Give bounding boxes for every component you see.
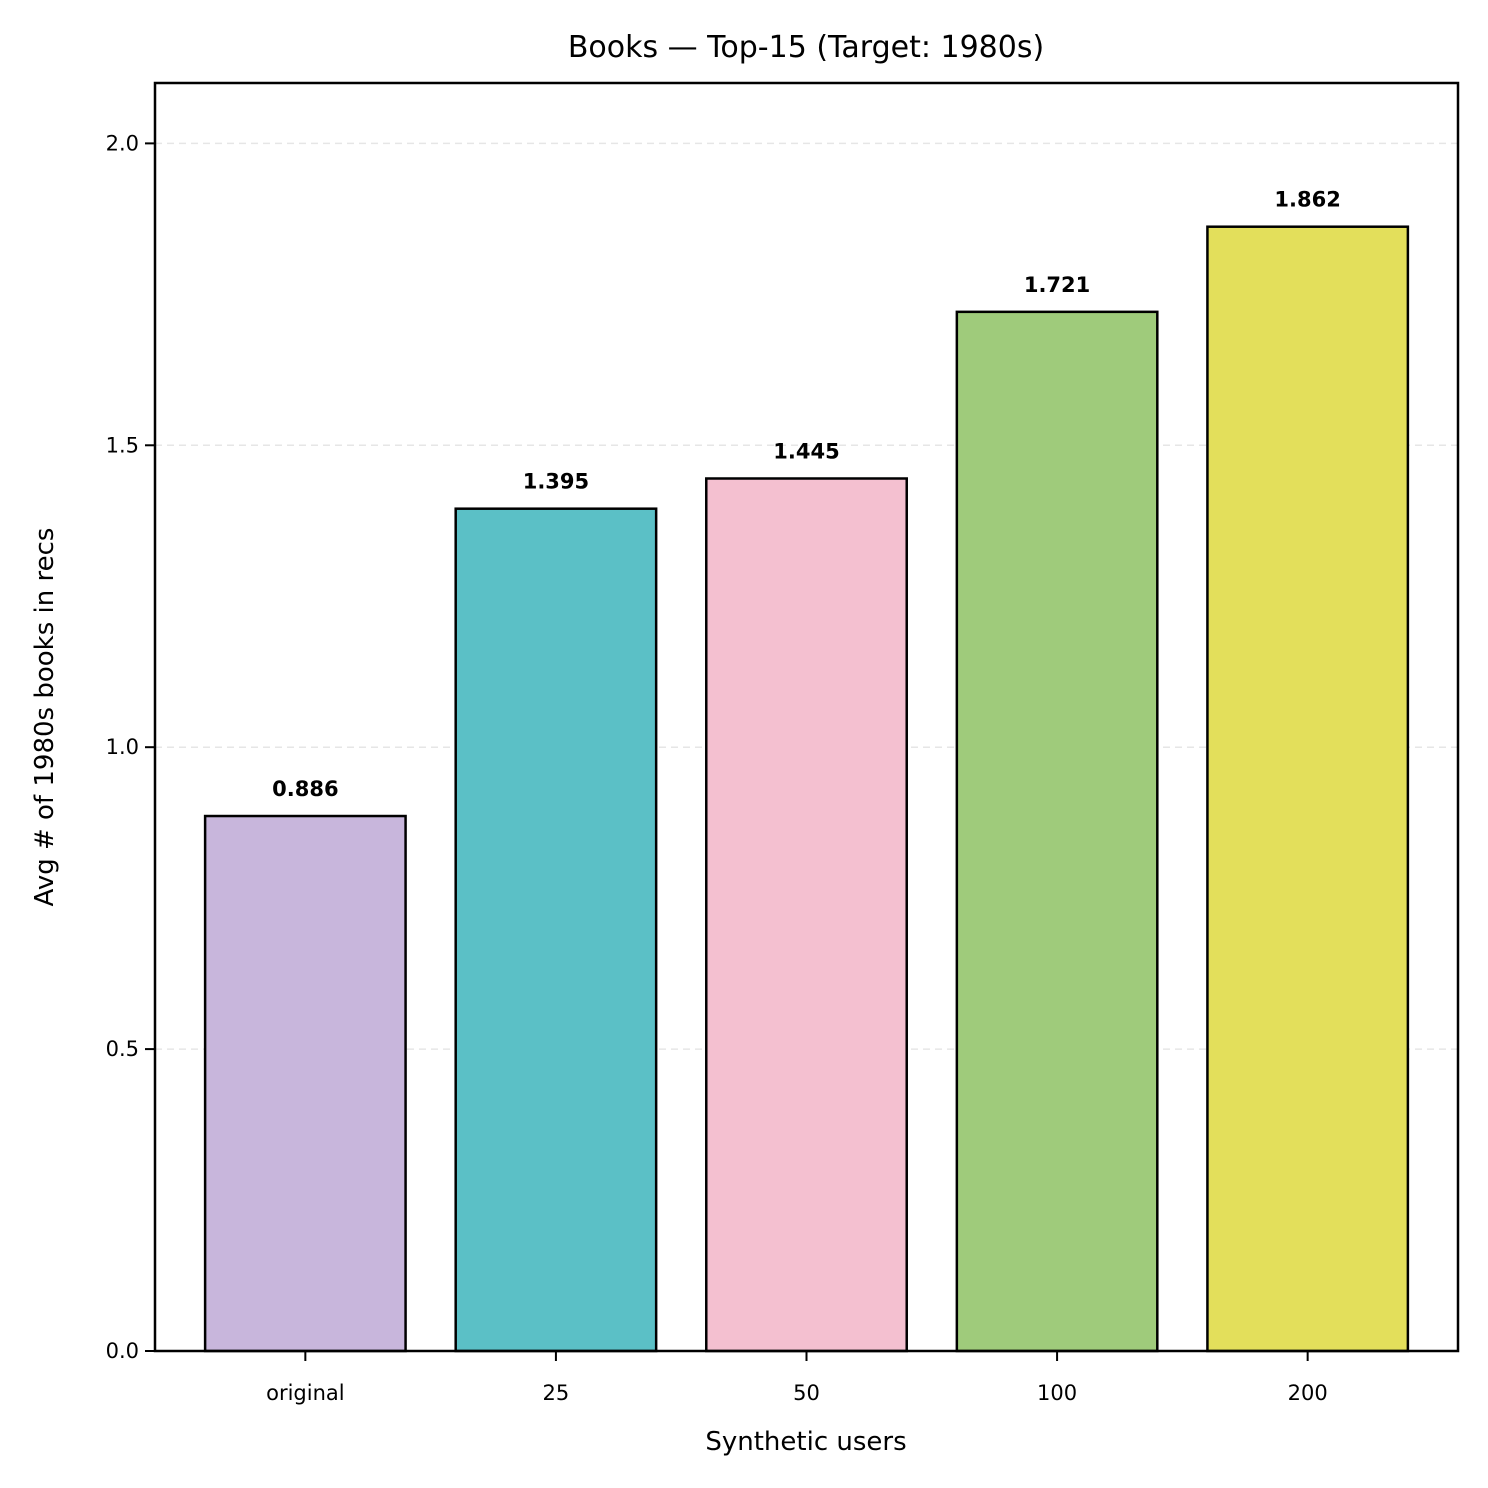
x-tick-label: 25	[543, 1381, 570, 1405]
x-axis-label: Synthetic users	[705, 1427, 906, 1457]
x-tick-label: 50	[793, 1381, 820, 1405]
x-tick-label: 100	[1037, 1381, 1077, 1405]
y-tick-label: 0.5	[106, 1037, 139, 1061]
bar-200	[1206, 225, 1410, 1353]
value-label: 1.862	[1274, 188, 1340, 212]
bars	[203, 225, 1410, 1353]
y-axis-label: Avg # of 1980s books in recs	[30, 528, 60, 907]
y-tick-label: 1.5	[106, 433, 139, 457]
value-label: 1.721	[1024, 273, 1090, 297]
y-tick-label: 1.0	[106, 735, 139, 759]
bar-original	[203, 814, 407, 1353]
x-tick-label: 200	[1288, 1381, 1328, 1405]
y-tick-label: 2.0	[106, 131, 139, 155]
value-label: 1.445	[773, 439, 839, 463]
bar-50	[705, 477, 908, 1353]
x-tick-label: original	[266, 1381, 345, 1405]
y-tick-label: 0.0	[106, 1339, 139, 1363]
y-axis-ticks: 0.0 0.5 1.0 1.5 2.0	[106, 131, 155, 1363]
bar-100	[955, 310, 1159, 1353]
value-label: 0.886	[272, 777, 338, 801]
value-label: 1.395	[523, 470, 589, 494]
x-axis-ticks: original 25 50 100 200	[266, 1351, 1328, 1405]
bar-25	[454, 507, 658, 1353]
chart-title: Books — Top-15 (Target: 1980s)	[568, 30, 1044, 65]
value-labels: 0.886 1.395 1.445 1.721 1.862	[272, 188, 1341, 801]
